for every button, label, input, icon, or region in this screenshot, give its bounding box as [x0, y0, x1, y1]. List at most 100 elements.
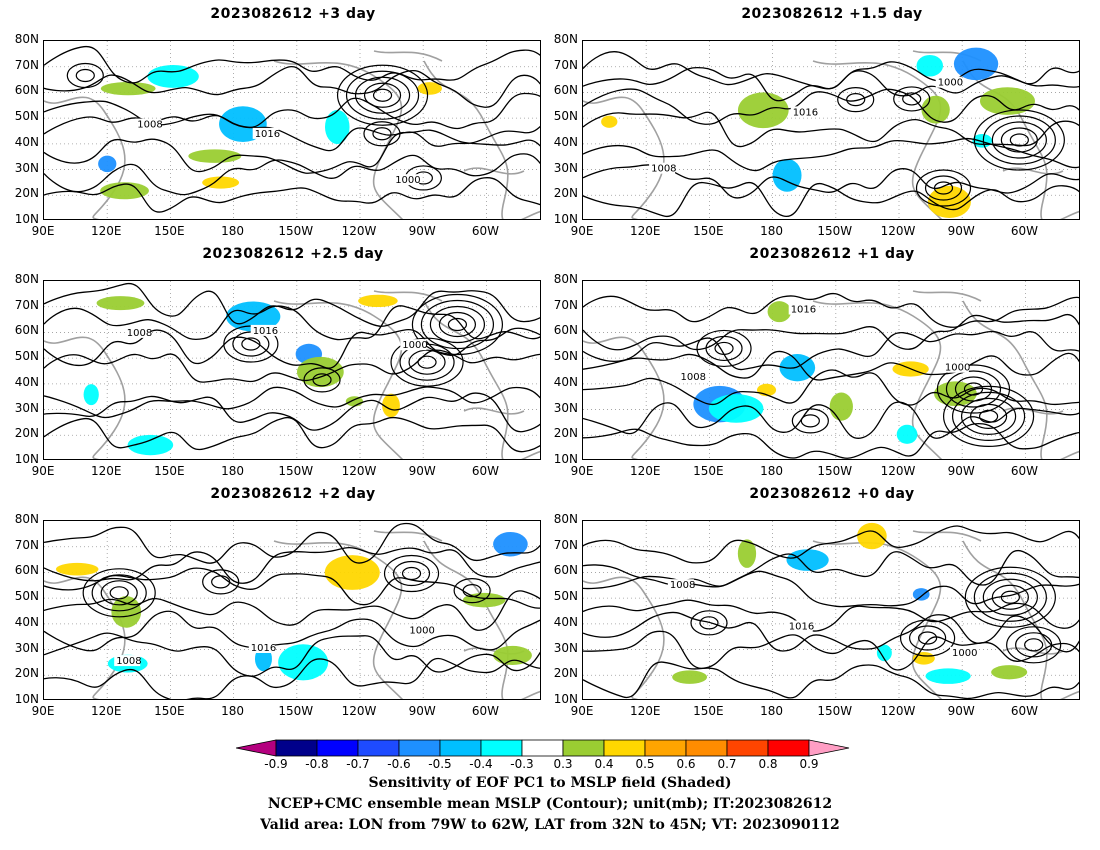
sensitivity-shading: [672, 670, 708, 684]
pressure-system-contour: [991, 584, 1029, 610]
pressure-system-contour: [408, 349, 446, 375]
isobar-contour: [583, 369, 1079, 406]
pressure-system-contour: [429, 305, 486, 344]
panel-title-3: 2023082612 +2.5 day: [202, 246, 384, 262]
lat-label: 10N: [553, 212, 578, 226]
pressure-system-contour: [462, 584, 482, 598]
pressure-system-contour: [401, 566, 422, 581]
coastline: [583, 336, 665, 459]
colorbar-segment: [726, 739, 769, 757]
pressure-system-contour: [411, 293, 504, 356]
pressure-system-contour: [837, 87, 875, 113]
lon-label: 120E: [90, 464, 122, 478]
contour-label-bg: [935, 76, 962, 88]
lat-label: 40N: [553, 614, 578, 629]
pressure-system-contour: [417, 355, 437, 369]
lat-label: 20N: [553, 666, 578, 681]
lon-label: 150W: [817, 704, 853, 718]
sensitivity-shading: [100, 182, 149, 200]
lat-label: 10N: [553, 452, 578, 466]
lat-label: 80N: [14, 32, 39, 46]
sensitivity-shading: [921, 95, 950, 124]
coastline: [273, 540, 404, 699]
isobar-contour: [583, 66, 1079, 102]
lon-label: 120W: [880, 224, 916, 238]
coastline: [912, 290, 982, 302]
lat-label: 30N: [14, 160, 39, 175]
lon-label: 90W: [947, 464, 975, 478]
lon-label: 180: [221, 704, 245, 718]
isobar-contour: [583, 423, 1079, 459]
contour-label-bg: [252, 127, 279, 139]
lat-label: 20N: [14, 426, 39, 441]
lat-label: 50N: [14, 589, 39, 604]
sensitivity-shading: [188, 149, 242, 163]
lon-label: 120E: [629, 224, 661, 238]
panel-title-1: 2023082612 +3 day: [210, 6, 376, 22]
lat-label: 60N: [553, 323, 578, 338]
pressure-system-contour: [202, 569, 240, 595]
contour-label: 1008: [670, 580, 695, 591]
colorbar-segment: [767, 739, 810, 757]
isobar-contour: [44, 590, 540, 631]
colorbar-tick-label: 0.7: [717, 757, 737, 771]
lon-label: 150E: [693, 704, 724, 718]
lat-label: 40N: [553, 374, 578, 389]
pressure-system-contour: [936, 364, 1011, 414]
colorbar-tick-label: -0.6: [387, 757, 411, 771]
sensitivity-shading: [324, 555, 380, 590]
colorbar-segment: [439, 739, 482, 757]
isobar-contour: [583, 599, 1079, 632]
contour-label-bg: [250, 324, 277, 336]
contour-label-bg: [135, 118, 162, 130]
lat-label: 70N: [553, 537, 578, 552]
pressure-system-contour: [696, 329, 752, 368]
panel-title-6: 2023082612 +0 day: [749, 486, 915, 502]
lat-label: 20N: [553, 426, 578, 441]
isobar-contour: [44, 153, 540, 196]
coastline: [373, 290, 443, 302]
pressure-system-contour: [933, 181, 954, 195]
sensitivity-shading: [358, 294, 398, 308]
lat-label: 50N: [14, 109, 39, 124]
lon-label: 180: [221, 224, 245, 238]
lat-label: 50N: [553, 589, 578, 604]
pressure-system-contour: [945, 370, 1002, 408]
sensitivity-shading: [96, 296, 145, 311]
sensitivity-shading: [896, 424, 918, 444]
pressure-system-contour: [1006, 626, 1062, 664]
contour-label: 1008: [651, 164, 676, 175]
lat-label: 10N: [14, 212, 39, 226]
colorbar-segment: [808, 739, 850, 757]
isobar-contour: [583, 181, 1079, 217]
lat-label: 70N: [14, 297, 39, 312]
contour-label: 1000: [409, 625, 434, 636]
sensitivity-shading: [708, 394, 764, 423]
isobar-contour: [583, 137, 1079, 172]
sensitivity-shading: [127, 434, 174, 456]
lon-label: 60W: [1010, 704, 1038, 718]
contour-label: 1016: [253, 326, 278, 337]
pressure-system-contour: [893, 86, 931, 112]
map-panel-1: 1008 1016 1000: [43, 40, 541, 220]
pressure-system-contour: [363, 121, 401, 147]
contour-label: 1016: [255, 129, 280, 140]
coastline: [373, 50, 443, 62]
map-panel-3: 1008 1016 1000: [43, 280, 541, 460]
lat-label: 10N: [553, 692, 578, 706]
pressure-system-contour: [978, 409, 999, 424]
sensitivity-shading: [417, 82, 442, 95]
pressure-system-contour: [363, 82, 402, 108]
contour-label: 1000: [938, 78, 963, 89]
lon-label: 180: [760, 704, 784, 718]
pressure-system-contour: [66, 62, 104, 89]
colorbar-tick-label: 0.9: [799, 757, 819, 771]
pressure-system-contour: [100, 580, 138, 606]
colorbar-segment: [275, 739, 318, 757]
pressure-system-contour: [690, 610, 728, 636]
lat-label: 80N: [14, 512, 39, 526]
isobar-contour: [583, 549, 1079, 587]
lon-label: 180: [760, 224, 784, 238]
contour-label-bg: [400, 339, 427, 351]
lon-label: 90E: [570, 704, 594, 718]
